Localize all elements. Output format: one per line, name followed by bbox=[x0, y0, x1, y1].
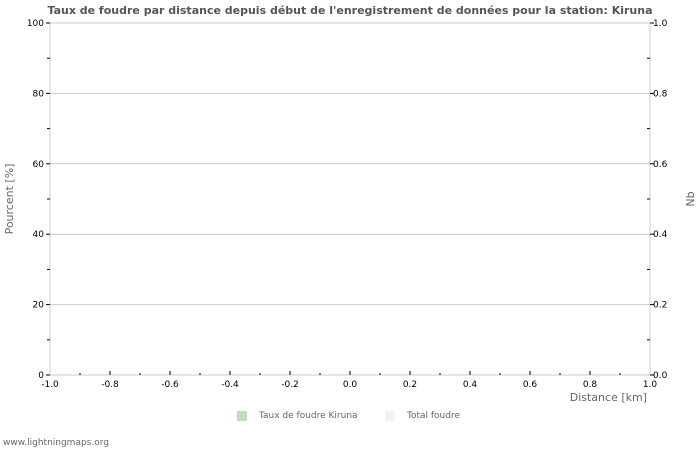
legend-item-taux: Taux de foudre Kiruna bbox=[237, 411, 358, 421]
chart-title: Taux de foudre par distance depuis début… bbox=[47, 4, 653, 17]
svg-text:-0.6: -0.6 bbox=[161, 380, 179, 390]
svg-text:1.0: 1.0 bbox=[653, 19, 668, 29]
svg-text:0: 0 bbox=[38, 371, 44, 381]
svg-text:-1.0: -1.0 bbox=[41, 380, 59, 390]
legend-label: Taux de foudre Kiruna bbox=[259, 411, 358, 421]
svg-text:40: 40 bbox=[33, 230, 45, 240]
svg-text:0.6: 0.6 bbox=[653, 160, 668, 170]
svg-text:-0.2: -0.2 bbox=[281, 380, 299, 390]
legend-item-total: Total foudre bbox=[385, 411, 460, 421]
svg-text:0.8: 0.8 bbox=[653, 89, 668, 99]
svg-text:0.2: 0.2 bbox=[403, 380, 417, 390]
svg-text:Pourcent [%]: Pourcent [%] bbox=[3, 164, 16, 235]
svg-text:Distance [km]: Distance [km] bbox=[570, 391, 647, 404]
svg-text:20: 20 bbox=[33, 301, 45, 311]
svg-text:0.2: 0.2 bbox=[653, 301, 667, 311]
svg-text:0.0: 0.0 bbox=[343, 380, 358, 390]
svg-text:0.4: 0.4 bbox=[463, 380, 478, 390]
legend-label: Total foudre bbox=[407, 411, 461, 421]
svg-text:100: 100 bbox=[27, 19, 44, 29]
svg-text:-0.4: -0.4 bbox=[221, 380, 239, 390]
footer-link[interactable]: www.lightningmaps.org bbox=[3, 438, 109, 448]
svg-text:0.6: 0.6 bbox=[523, 380, 538, 390]
svg-text:0.0: 0.0 bbox=[653, 371, 668, 381]
legend-swatch-green bbox=[237, 411, 247, 421]
svg-text:1.0: 1.0 bbox=[643, 380, 658, 390]
svg-text:60: 60 bbox=[33, 160, 45, 170]
svg-text:0.4: 0.4 bbox=[653, 230, 668, 240]
svg-text:80: 80 bbox=[33, 89, 45, 99]
svg-text:-0.8: -0.8 bbox=[101, 380, 119, 390]
svg-text:0.8: 0.8 bbox=[583, 380, 598, 390]
svg-text:Nb: Nb bbox=[684, 191, 697, 206]
legend-swatch-lavender bbox=[385, 411, 395, 421]
